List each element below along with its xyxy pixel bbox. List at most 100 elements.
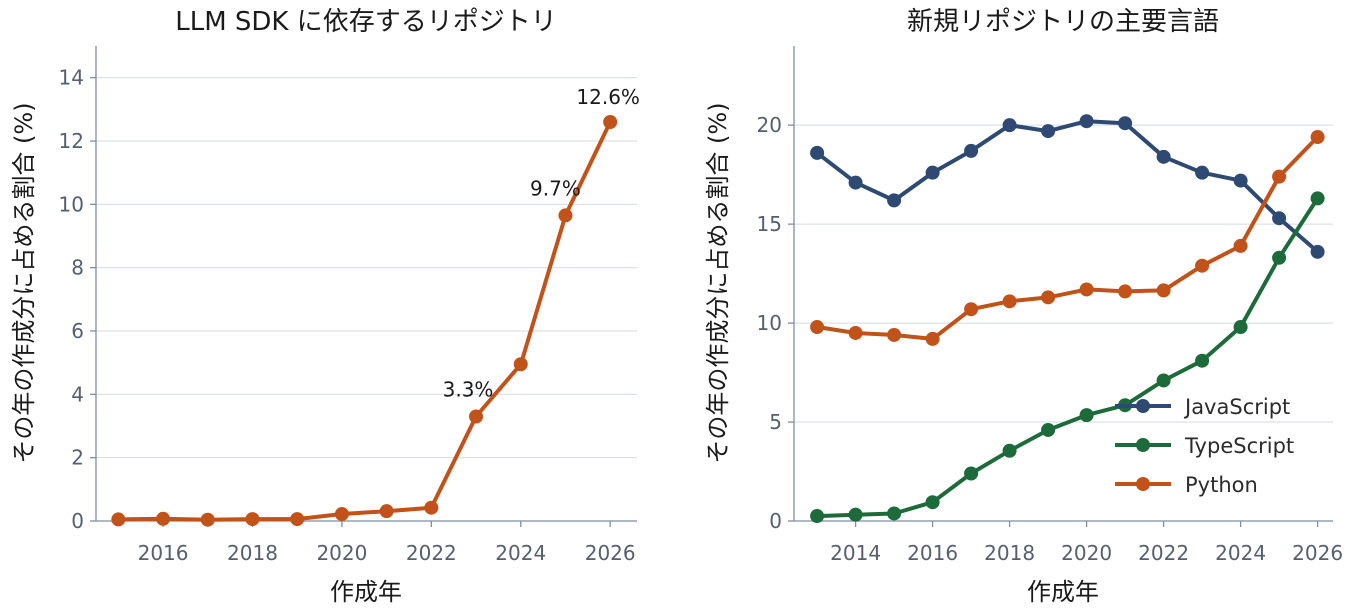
x-tick-label: 2022 <box>406 541 457 565</box>
data-point <box>1041 124 1056 139</box>
data-point <box>469 409 484 424</box>
y-tick-label: 14 <box>59 66 84 90</box>
data-point <box>379 504 394 519</box>
x-tick-label: 2020 <box>316 541 367 565</box>
data-point <box>1002 118 1017 133</box>
data-point <box>603 115 618 129</box>
y-tick-label: 20 <box>757 113 782 137</box>
x-tick-label: 2020 <box>1061 541 1112 565</box>
data-point <box>1118 116 1133 131</box>
y-tick-label: 4 <box>71 382 84 406</box>
data-point <box>1041 290 1056 305</box>
data-point <box>156 511 171 526</box>
y-tick-label: 6 <box>71 319 84 343</box>
x-tick-label: 2016 <box>138 541 189 565</box>
data-label: 3.3% <box>443 378 494 402</box>
data-point <box>925 495 940 510</box>
data-point <box>1195 258 1210 273</box>
data-point <box>925 331 940 346</box>
data-point <box>1156 283 1171 298</box>
data-label: 12.6% <box>576 85 640 109</box>
x-tick-label: 2016 <box>907 541 958 565</box>
data-point <box>1079 114 1094 129</box>
series-line <box>118 121 613 522</box>
series-line-python <box>816 135 1320 341</box>
data-point <box>513 357 528 372</box>
data-point <box>848 325 863 340</box>
y-tick-label: 12 <box>59 129 84 153</box>
y-tick-label: 0 <box>71 509 84 533</box>
y-tick-label: 5 <box>769 410 782 434</box>
chart-llm-sdk: LLM SDK に依存するリポジトリ 作成年 その年の作成分に占める割合 (%)… <box>10 7 640 606</box>
x-tick-label: 2026 <box>1292 541 1343 565</box>
legend-label: Python <box>1185 473 1258 497</box>
data-point <box>1233 320 1248 335</box>
data-point <box>1195 165 1210 180</box>
y-axis-label: その年の作成分に占める割合 (%) <box>704 102 732 463</box>
data-point <box>848 507 863 522</box>
chart-title: 新規リポジトリの主要言語 <box>907 7 1219 37</box>
data-point <box>1310 191 1325 206</box>
chart-title: LLM SDK に依存するリポジトリ <box>175 7 557 37</box>
x-tick-label: 2024 <box>495 541 546 565</box>
legend-swatch-marker <box>1136 477 1150 491</box>
y-axis-label: その年の作成分に占める割合 (%) <box>10 102 38 463</box>
data-point <box>1195 353 1210 368</box>
y-tick-label: 10 <box>59 192 84 216</box>
data-point <box>1118 284 1133 299</box>
x-tick-label: 2024 <box>1215 541 1266 565</box>
data-point <box>1079 408 1094 423</box>
data-point <box>887 193 902 208</box>
legend-swatch-marker <box>1136 438 1150 452</box>
data-point <box>1233 238 1248 253</box>
legend: JavaScript TypeScript Python <box>1115 395 1294 497</box>
data-point <box>1079 282 1094 297</box>
y-tick-label: 8 <box>71 256 84 280</box>
data-label: 9.7% <box>530 176 581 200</box>
data-point <box>1272 211 1287 226</box>
x-tick-label: 2026 <box>585 541 636 565</box>
data-point <box>887 327 902 342</box>
x-tick-label: 2014 <box>830 541 881 565</box>
data-point <box>810 145 825 160</box>
y-tick-label: 10 <box>757 311 782 335</box>
data-point <box>558 208 573 223</box>
data-point <box>964 143 979 158</box>
data-point <box>1233 173 1248 188</box>
legend-label: JavaScript <box>1183 395 1290 419</box>
data-point <box>424 500 439 515</box>
data-point <box>245 512 260 527</box>
data-point <box>1310 130 1325 145</box>
x-tick-label: 2018 <box>984 541 1035 565</box>
data-point <box>1156 149 1171 164</box>
data-point <box>1310 244 1325 259</box>
data-point <box>1002 443 1017 458</box>
data-point <box>1272 169 1287 184</box>
y-tick-label: 0 <box>769 509 782 533</box>
data-point <box>810 320 825 335</box>
data-point <box>887 506 902 521</box>
y-tick-label: 15 <box>757 212 782 236</box>
data-point <box>334 507 349 522</box>
y-tick-label: 2 <box>71 446 84 470</box>
data-point <box>1272 250 1287 265</box>
legend-label: TypeScript <box>1184 434 1294 458</box>
x-tick-label: 2018 <box>227 541 278 565</box>
data-point <box>810 509 825 524</box>
data-point <box>1156 373 1171 388</box>
x-axis-label: 作成年 <box>330 578 402 606</box>
data-point <box>1041 422 1056 437</box>
chart-primary-language: 新規リポジトリの主要言語 作成年 その年の作成分に占める割合 (%) 0 5 10 1… <box>704 7 1343 606</box>
legend-swatch-marker <box>1136 399 1150 413</box>
data-point <box>290 512 305 527</box>
data-point <box>848 175 863 190</box>
data-point <box>925 165 940 180</box>
data-point <box>1002 294 1017 309</box>
x-tick-label: 2022 <box>1138 541 1189 565</box>
data-point <box>964 466 979 481</box>
data-point <box>964 302 979 317</box>
data-point <box>111 512 126 527</box>
data-point <box>200 512 215 527</box>
x-axis-label: 作成年 <box>1027 578 1099 606</box>
